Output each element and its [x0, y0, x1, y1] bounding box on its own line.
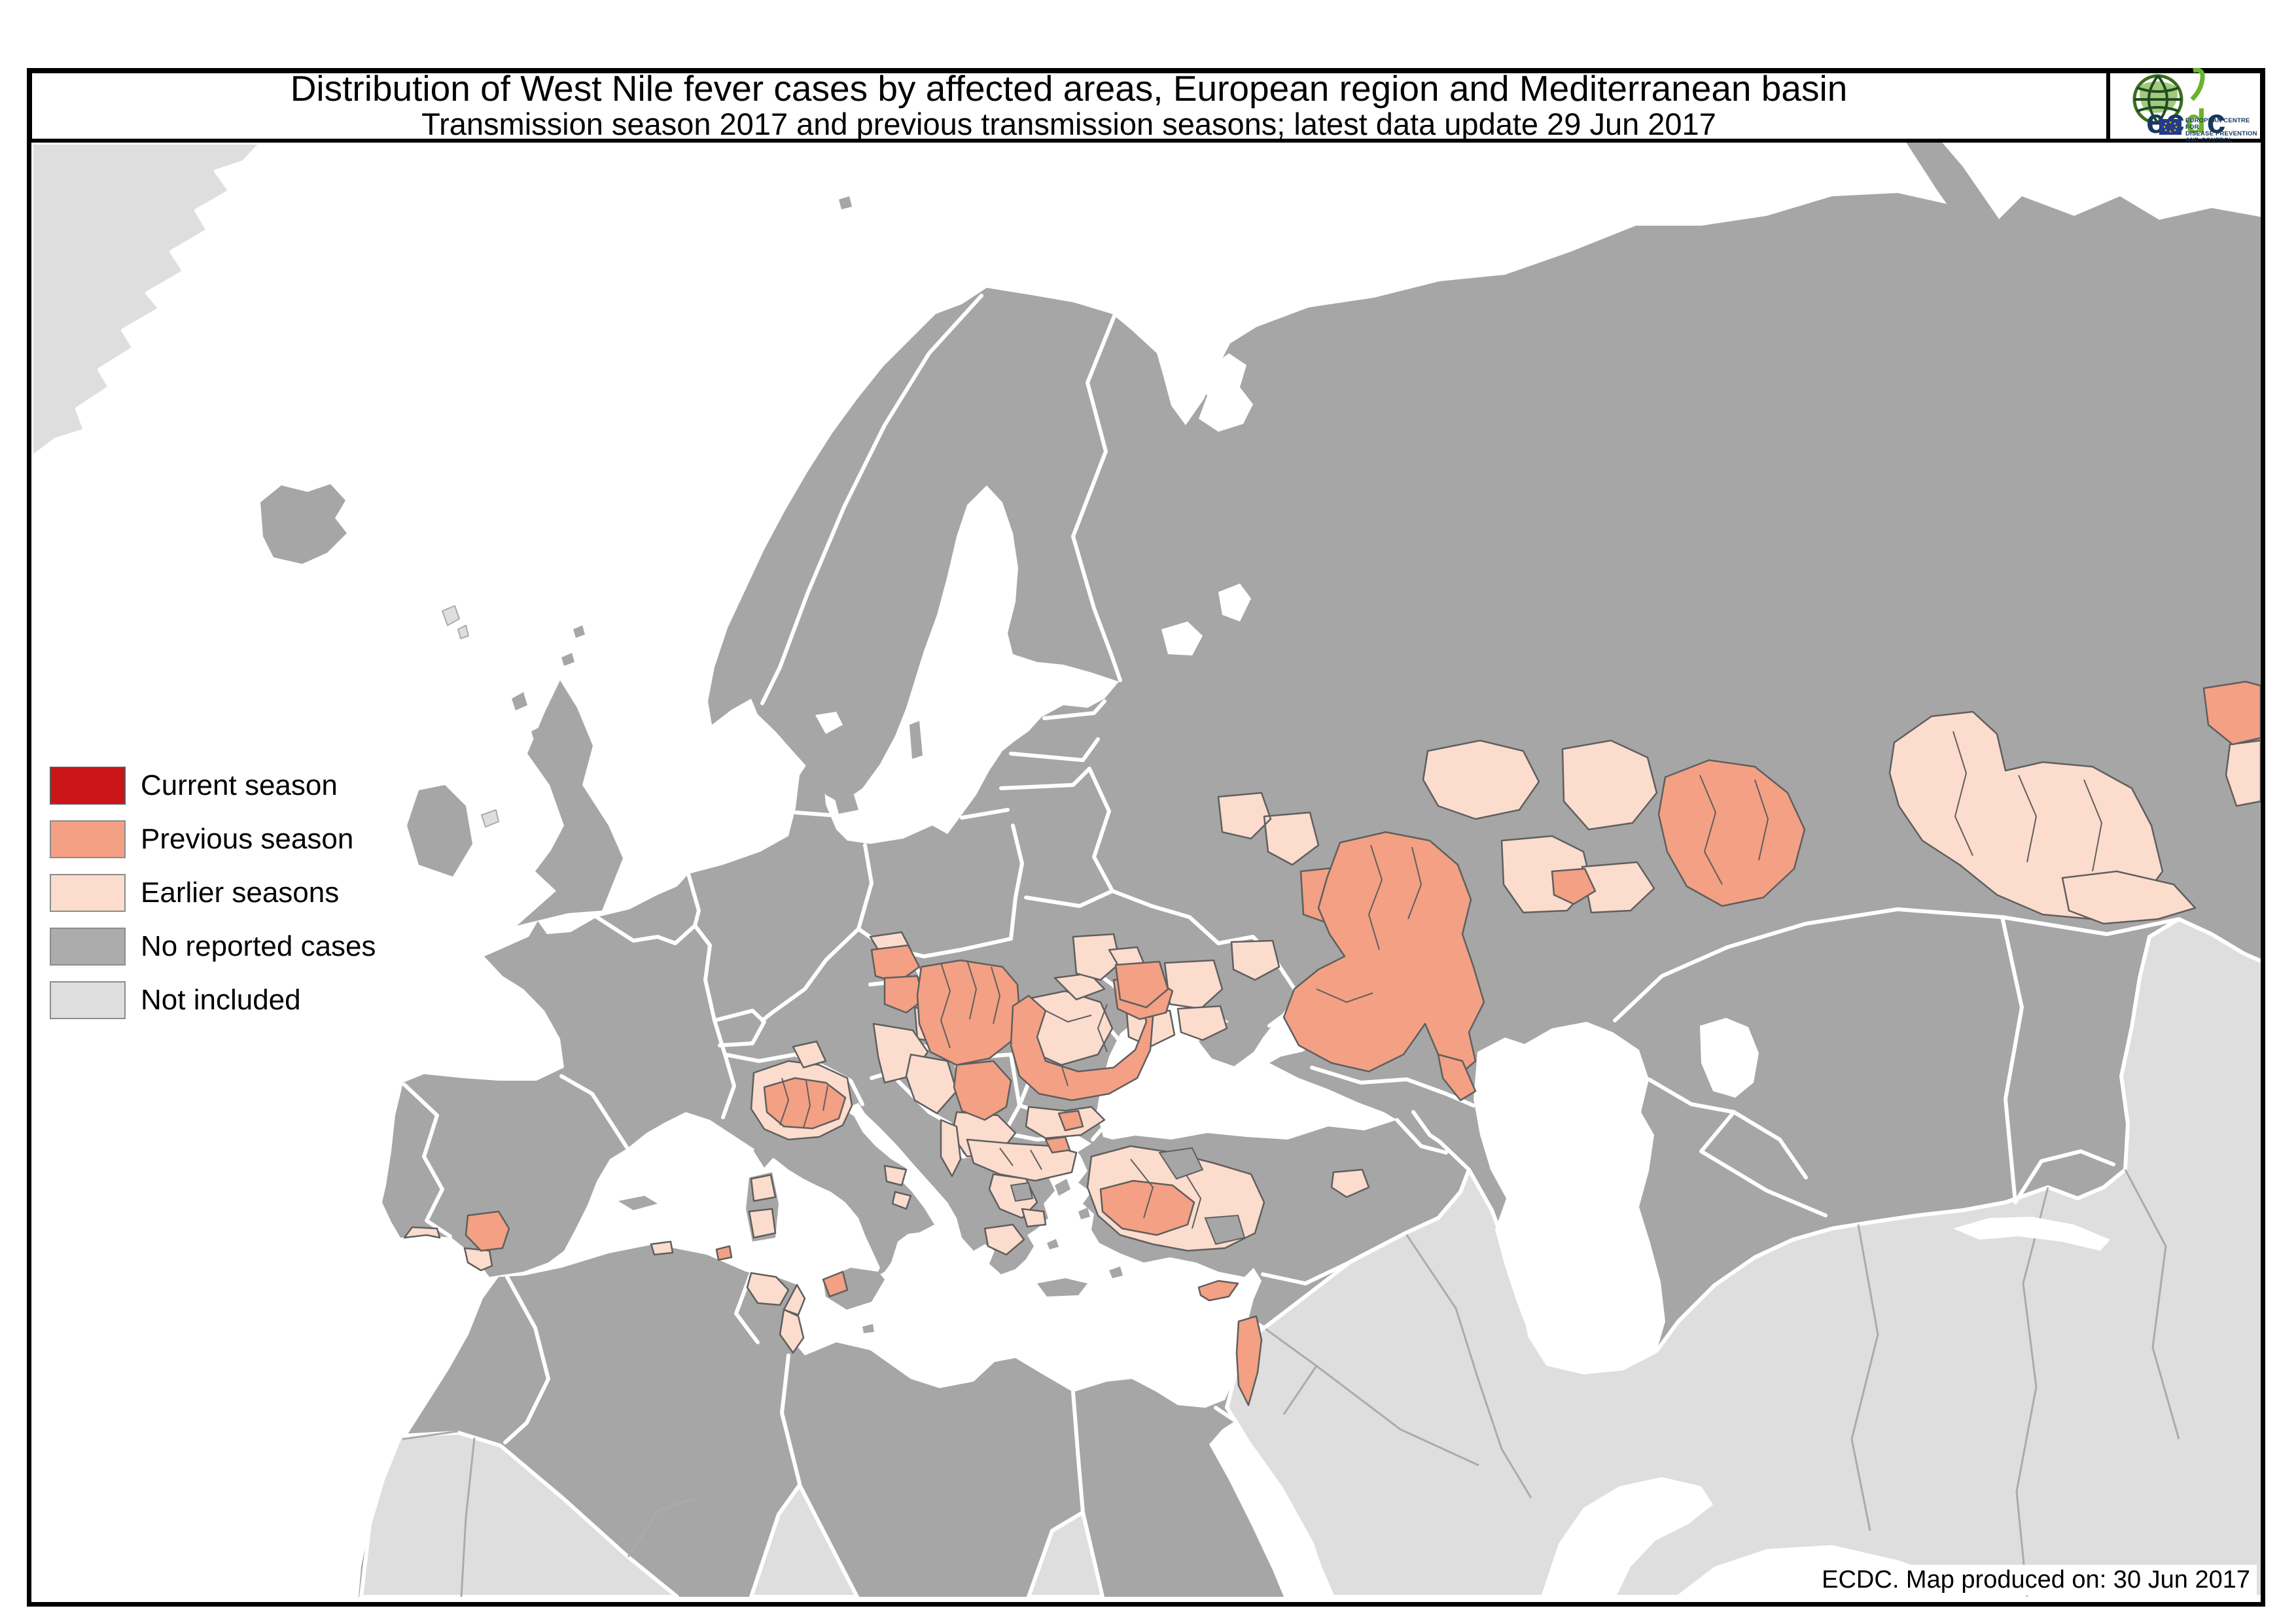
legend-swatch-current — [50, 767, 126, 805]
title-box: Distribution of West Nile fever cases by… — [29, 68, 2108, 142]
ecdc-org-name: EUROPEAN CENTRE FOR DISEASE PREVENTION A… — [2185, 117, 2257, 144]
region-cyprus — [1197, 1280, 1239, 1302]
region-sardinia-south — [748, 1208, 777, 1239]
land-greenland — [31, 143, 264, 460]
region-kazakh-border-salmon — [1551, 867, 1597, 905]
regions-previous-season — [465, 680, 2261, 1406]
map-title: Distribution of West Nile fever cases by… — [290, 68, 1848, 109]
legend-item-earlier-seasons: Earlier seasons — [49, 866, 376, 920]
region-hungary-slovakia — [916, 959, 1021, 1066]
region-vojvodina-serbia — [953, 1060, 1012, 1121]
region-thrace-spot — [1044, 1136, 1071, 1154]
region-austria-east — [883, 975, 925, 1014]
region-siberia-pink — [1888, 710, 2164, 920]
legend-item-previous-season: Previous season — [49, 812, 376, 866]
region-ne-corner-salmon — [2202, 680, 2261, 746]
region-tunisia-north — [746, 1272, 790, 1306]
caspian-sea — [1474, 1022, 1665, 1372]
legend-label-notincluded: Not included — [141, 984, 301, 1016]
region-tunisia-east — [779, 1308, 805, 1354]
region-trentino — [792, 1040, 827, 1069]
lake-ladoga — [1161, 621, 1203, 655]
region-altai-pink — [2061, 870, 2197, 925]
legend-swatch-nocases — [50, 928, 126, 966]
legend-item-no-reported-cases: No reported cases — [49, 920, 376, 973]
logo-box-frame — [2106, 69, 2265, 143]
land-great-britain — [517, 680, 623, 926]
legend: Current season Previous season Earlier s… — [49, 759, 376, 1027]
legend-label-previous: Previous season — [141, 823, 354, 855]
map-canvas — [31, 143, 2261, 1602]
land-isle-of-man — [481, 809, 499, 828]
region-annaba-sliver — [715, 1245, 733, 1261]
region-algarve — [403, 1226, 441, 1239]
legend-item-not-included: Not included — [49, 973, 376, 1027]
land-iceland — [260, 484, 347, 564]
ecdc-logo — [2132, 67, 2205, 125]
region-ural-west-pink — [1561, 739, 1658, 831]
landmass-excluded — [31, 143, 2261, 1599]
region-bulgaria-spot — [1057, 1109, 1084, 1132]
region-lipetsk-pink — [1217, 792, 1320, 866]
legend-swatch-notincluded — [50, 981, 126, 1019]
aral-sea — [1700, 1018, 1759, 1098]
legend-label-nocases: No reported cases — [141, 930, 376, 962]
land-novaya-zemlya — [1906, 143, 2120, 383]
unaffected-holes — [1010, 1147, 1246, 1246]
region-tatarstan-pink — [1422, 739, 1540, 820]
land-aegean-islands — [1047, 1179, 1123, 1278]
persian-gulf — [1541, 1477, 1713, 1597]
region-sardinia-north — [750, 1174, 777, 1202]
region-algeria-coast — [650, 1240, 674, 1256]
region-greece-north-pink — [966, 1138, 1078, 1182]
ecdc-globe-grid — [2134, 75, 2181, 124]
region-peloponnese-pink — [983, 1208, 1047, 1256]
region-albania-montenegro-pink — [940, 1119, 962, 1177]
legend-label-current: Current season — [141, 769, 338, 801]
red-sea — [1209, 1421, 1335, 1597]
region-seville — [465, 1210, 510, 1252]
region-kharkiv-pink — [1230, 939, 1280, 981]
lake-vanern — [815, 712, 843, 734]
ecdc-d-swash — [2190, 67, 2205, 101]
lake-balkhash — [1953, 1217, 2110, 1251]
region-czech-south — [870, 944, 921, 984]
nuts-borders — [779, 731, 2103, 1229]
legend-label-earlier: Earlier seasons — [141, 877, 340, 909]
map-subtitle: Transmission season 2017 and previous tr… — [421, 107, 1716, 142]
legend-item-current-season: Current season — [49, 759, 376, 812]
land-danish-isles — [835, 721, 923, 814]
land-faroe-islands — [442, 605, 469, 639]
excluded-internal-borders — [402, 1169, 2180, 1597]
region-ukraine-salmon — [1114, 960, 1169, 1009]
region-zaporizhia-pink — [1176, 1005, 1228, 1041]
region-kazakh-border-pink — [1581, 861, 1655, 914]
region-ukraine-west-pink — [1072, 933, 1122, 981]
region-ural-salmon — [1657, 759, 1806, 907]
region-south-russia-salmon — [1282, 831, 1485, 1077]
region-dagestan-salmon — [1437, 1053, 1477, 1102]
ecdc-logo-box: ecdc EUROPEAN CENTRE FOR DISEASE PREVENT… — [2108, 71, 2263, 144]
legend-swatch-previous — [50, 820, 126, 858]
region-ne-corner-pink — [2225, 739, 2261, 807]
eu-flag-icon — [2159, 119, 2181, 135]
land-west-sahara-mauritania-mali — [359, 1431, 679, 1599]
region-turkey-se-pink — [1330, 1168, 1370, 1198]
region-po-core — [763, 1077, 847, 1130]
region-foggia — [883, 1164, 912, 1210]
region-romania-north-pink — [1053, 972, 1106, 1001]
white-sea — [1197, 353, 1253, 432]
region-israel — [1235, 1315, 1263, 1406]
land-ireland — [407, 785, 472, 877]
lake-onega — [1218, 584, 1251, 621]
legend-swatch-earlier — [50, 874, 126, 912]
land-crete — [1037, 1278, 1087, 1297]
land-middle-east-asia-block — [1225, 917, 2261, 1599]
map-credit: ECDC. Map produced on: 30 Jun 2017 — [1815, 1565, 2257, 1595]
region-sicily-west — [822, 1270, 849, 1298]
